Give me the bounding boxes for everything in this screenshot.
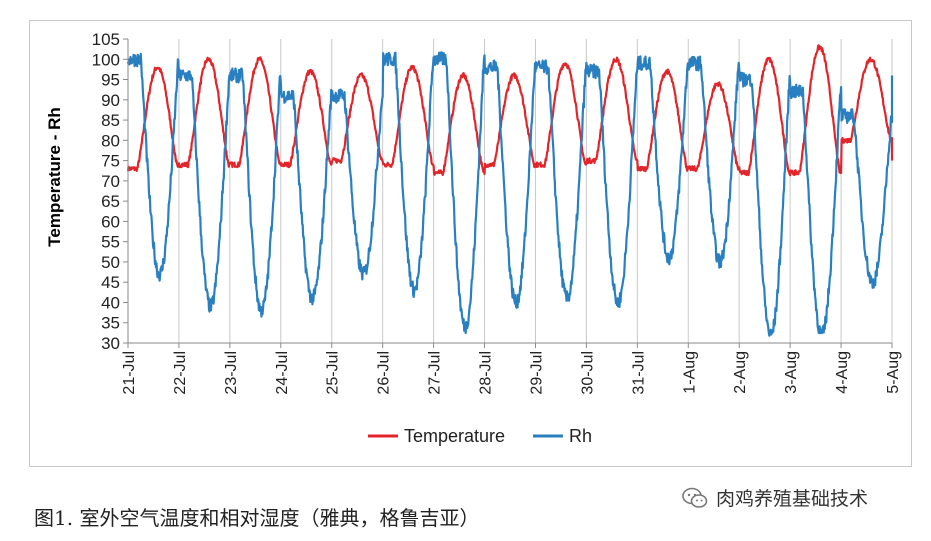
- y-tick-label: 85: [101, 111, 120, 130]
- x-tick-label: 31-Jul: [630, 351, 647, 395]
- y-tick-label: 75: [101, 152, 120, 171]
- series-line-temperature: [126, 44, 894, 177]
- x-tick-label: 26-Jul: [376, 351, 393, 395]
- y-tick-label: 80: [101, 131, 120, 150]
- wechat-icon: [682, 487, 708, 508]
- x-tick-label: 3-Aug: [783, 351, 800, 394]
- legend-label: Rh: [569, 426, 592, 446]
- x-tick-label: 27-Jul: [427, 351, 444, 395]
- series-line-rh: [126, 51, 894, 337]
- chart-frame: 30 35 40 45 50 55 60 65 70 75 80 85 90 95 100 105 21-Ju…: [29, 20, 912, 467]
- y-tick-label: 95: [101, 71, 120, 90]
- watermark-text: 肉鸡养殖基础技术: [716, 488, 869, 510]
- x-axis-ticks: 21-Jul 22-Jul 23-Jul 24-Jul 25-Jul 26-Jul 27-J…: [121, 343, 902, 395]
- y-tick-label: 100: [92, 50, 120, 69]
- x-tick-label: 23-Jul: [223, 351, 240, 395]
- legend: Temperature Rh: [368, 426, 592, 446]
- y-tick-label: 105: [92, 30, 120, 49]
- figure-caption: 图1. 室外空气温度和相对湿度（雅典，格鲁吉亚）: [34, 506, 480, 530]
- axes: [127, 39, 892, 344]
- y-tick-label: 65: [101, 192, 120, 211]
- y-tick-label: 50: [101, 253, 120, 272]
- x-tick-label: 2-Aug: [732, 351, 749, 394]
- y-tick-label: 45: [101, 273, 120, 292]
- wechat-watermark: 肉鸡养殖基础技术: [682, 484, 868, 511]
- y-tick-label: 35: [101, 314, 120, 333]
- x-tick-label: 5-Aug: [885, 351, 902, 394]
- x-tick-label: 30-Jul: [579, 351, 596, 395]
- y-tick-label: 90: [101, 91, 120, 110]
- y-tick-label: 60: [101, 212, 120, 231]
- y-tick-label: 30: [101, 334, 120, 353]
- x-tick-label: 24-Jul: [274, 351, 291, 395]
- x-tick-label: 22-Jul: [172, 351, 189, 395]
- series-lines: [126, 44, 894, 337]
- x-tick-label: 1-Aug: [681, 351, 698, 394]
- x-tick-label: 25-Jul: [325, 351, 342, 395]
- y-tick-label: 55: [101, 233, 120, 252]
- x-tick-label: 21-Jul: [121, 351, 138, 395]
- legend-label: Temperature: [404, 426, 505, 446]
- x-tick-label: 29-Jul: [528, 351, 545, 395]
- y-tick-label: 70: [101, 172, 120, 191]
- x-tick-label: 4-Aug: [834, 351, 851, 394]
- y-axis-label: Temperature - Rh: [45, 107, 64, 247]
- x-tick-label: 28-Jul: [478, 351, 495, 395]
- y-tick-label: 40: [101, 293, 120, 312]
